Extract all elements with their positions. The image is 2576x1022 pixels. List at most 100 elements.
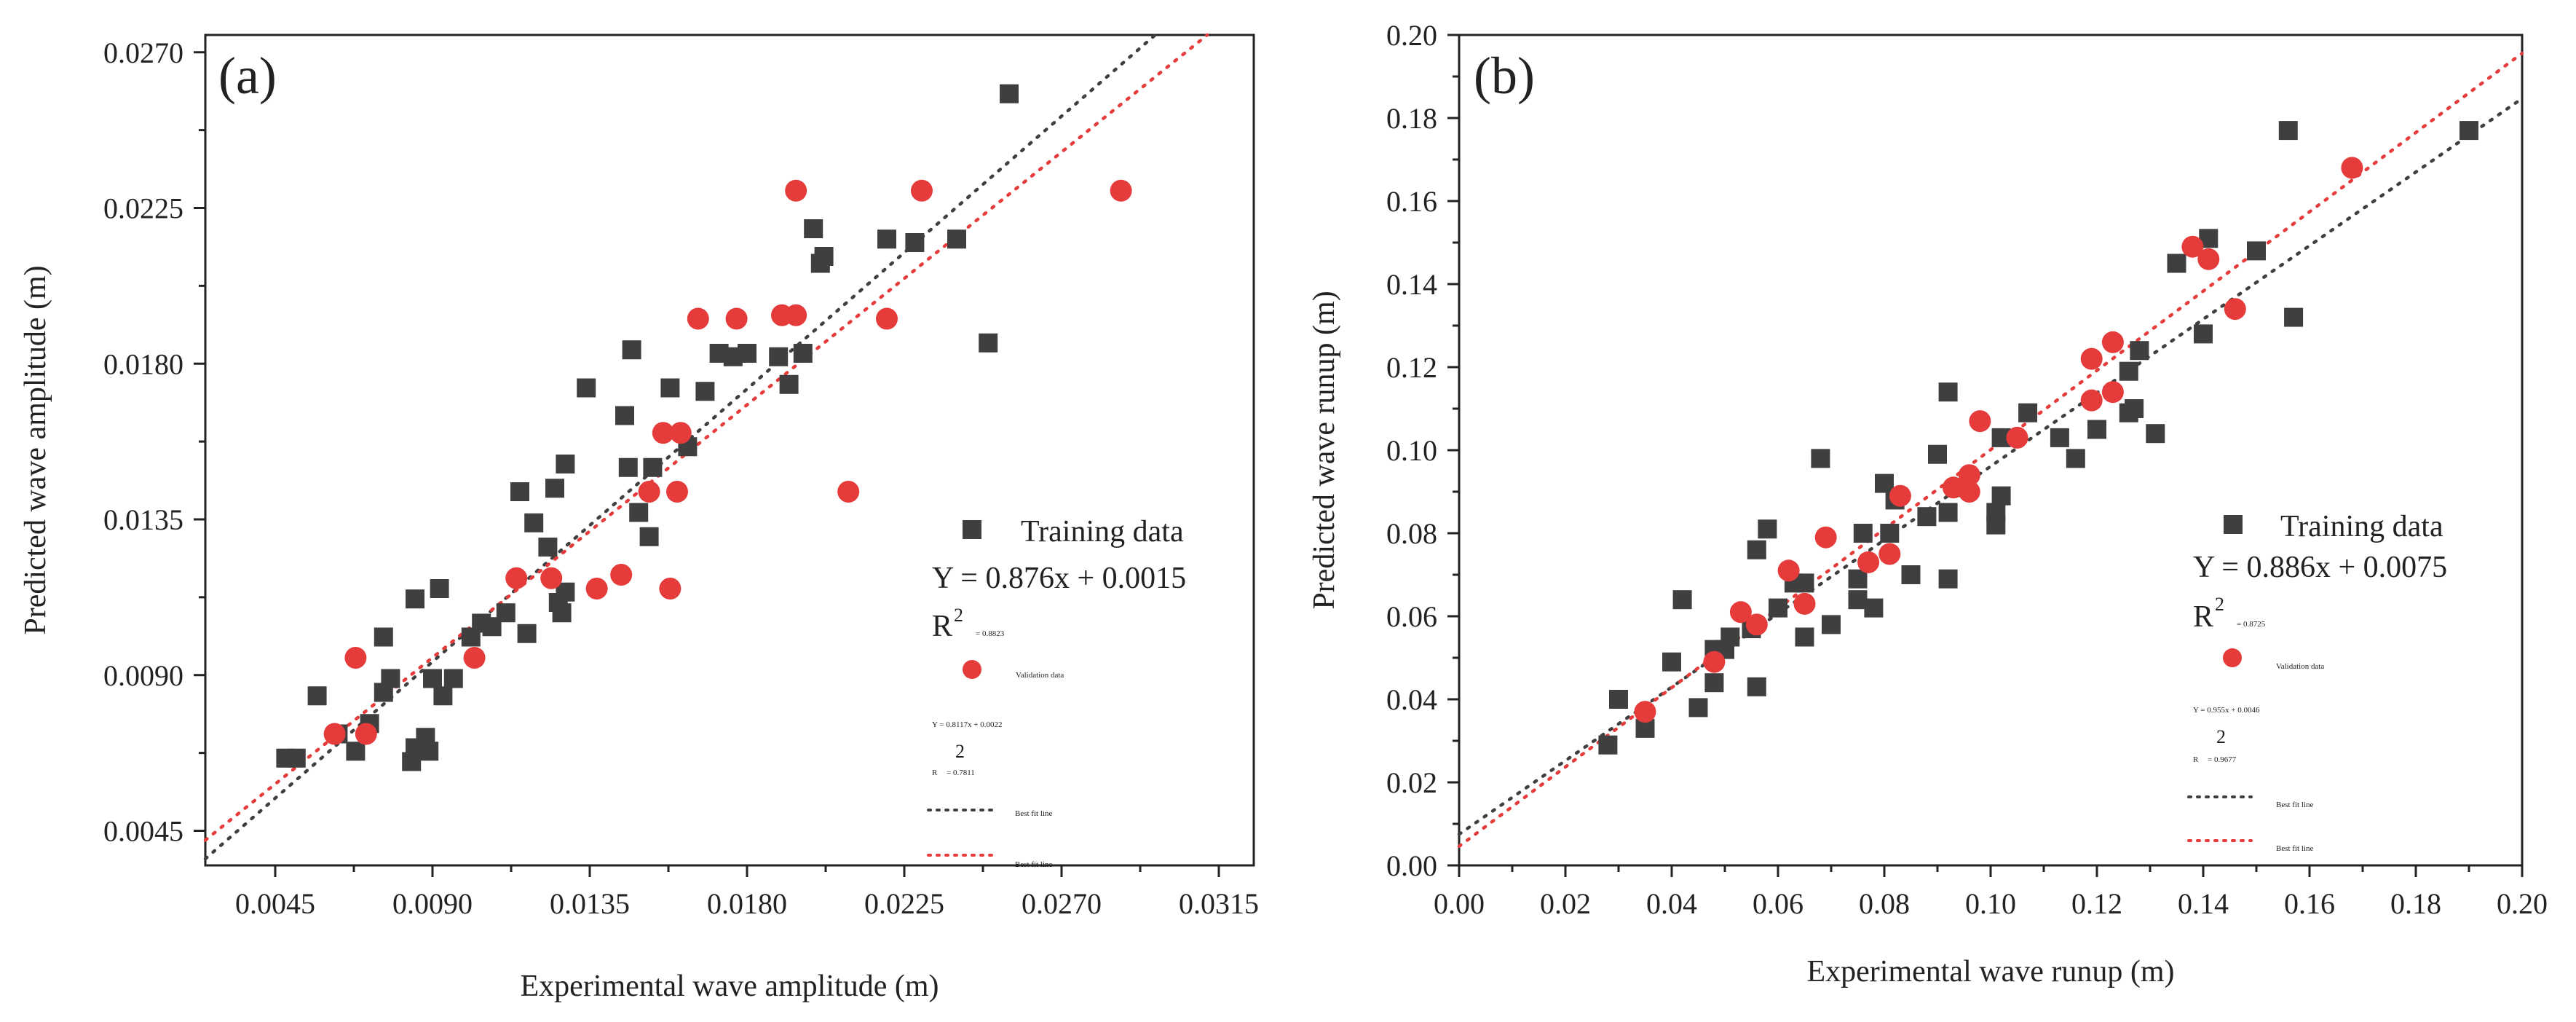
panel-b-y-tick-label: 0.14 <box>1386 268 1437 301</box>
panel-b-training-point <box>2284 307 2304 327</box>
panel-b-x-tick-label: 0.00 <box>1434 887 1485 920</box>
panel-a: 0.0045 0.0090 0.0135 0.0180 0.0225 0.0270 0.03… <box>19 33 1259 1003</box>
panel-b-training-point <box>1938 569 1958 589</box>
panel-b-training-point <box>1609 690 1628 709</box>
panel-b-legend-training-marker <box>2224 515 2243 534</box>
panel-b-validation-point <box>1857 551 1880 573</box>
panel-b-y-axis-label: Predicted wave runup (m) <box>1308 291 1341 609</box>
panel-a-legend-validation-r-value: = 0.7811 <box>947 769 975 777</box>
panel-a-legend-training-label: Training data <box>1021 515 1184 549</box>
panel-a-validation-point <box>666 481 688 503</box>
panel-b-training-point <box>1758 519 1777 539</box>
panel-a-training-point <box>307 686 327 706</box>
panel-b-x-ticks: 0.00 0.02 0.04 0.06 0.08 0.10 0.12 0.14 0.16 0.18… <box>1434 865 2548 920</box>
panel-b-legend-fit-label-1: Best fit line <box>2276 801 2313 809</box>
panel-b-validation-point <box>2006 426 2028 449</box>
panel-a-training-point <box>643 457 663 477</box>
panel-b-validation-point <box>1878 543 1901 565</box>
panel-a-training-point <box>629 503 649 522</box>
panel-a-x-tick-label: 0.0045 <box>235 887 315 920</box>
panel-b-y-tick-label: 0.06 <box>1386 600 1437 633</box>
panel-a-validation-point <box>610 564 633 586</box>
panel-a-legend-validation-r-exp: 2 <box>955 741 965 762</box>
panel-a-validation-point <box>585 578 608 600</box>
panel-a-x-tick-label: 0.0270 <box>1022 887 1102 920</box>
panel-a-fit-lines <box>203 33 1209 861</box>
panel-b-training-point <box>1917 507 1937 527</box>
panel-a-x-tick-label: 0.0135 <box>550 887 630 920</box>
panel-a-legend: Training data Y = 0.876x + 0.0015 R 2 = … <box>927 515 1186 869</box>
panel-a-training-point <box>433 686 453 706</box>
panel-a-validation-point <box>659 578 681 600</box>
panel-b-fit-line-training <box>1457 96 2524 836</box>
panel-b-training-point <box>2460 121 2478 141</box>
panel-a-training-point <box>905 233 925 252</box>
panel-b-training-point <box>1848 569 1868 589</box>
panel-b-training-point <box>1769 598 1787 618</box>
panel-b-training-point <box>2066 449 2085 468</box>
panel-a-validation-point <box>785 179 807 202</box>
panel-a-y-tick-label: 0.0270 <box>103 36 183 69</box>
panel-a-y-tick-label: 0.0225 <box>103 192 183 225</box>
panel-a-x-tick-label: 0.0225 <box>864 887 944 920</box>
panel-b-training-point <box>1853 524 1873 543</box>
panel-b-x-tick-label: 0.20 <box>2497 887 2548 920</box>
panel-b-legend-fit-label-2: Best fit line <box>2276 844 2313 853</box>
panel-b-legend-training-r-value: = 0.8725 <box>2237 620 2266 629</box>
panel-b-training-point <box>1822 615 1841 634</box>
panel-b-training-point <box>2087 420 2106 439</box>
panel-b-training-point <box>2278 121 2298 141</box>
panel-a-training-point <box>804 219 823 238</box>
panel-b-validation-point <box>1969 410 1991 433</box>
panel-a-training-point <box>430 579 449 598</box>
panel-b-training-point <box>1795 627 1814 647</box>
panel-a-validation-point <box>725 307 748 330</box>
panel-b-legend-training-equation: Y = 0.886x + 0.0075 <box>2193 551 2447 584</box>
panel-a-training-point <box>618 457 638 477</box>
panel-a-training-point <box>947 229 966 249</box>
panel-b-training-point <box>2018 403 2038 422</box>
panel-b-legend-validation-marker <box>2223 648 2242 667</box>
panel-b-training-point <box>2125 399 2144 418</box>
panel-a-points <box>276 84 1132 771</box>
panel-a-validation-point <box>687 307 709 330</box>
panel-b-validation-point <box>1634 701 1656 723</box>
panel-a-training-point <box>979 333 998 353</box>
panel-b-training-point <box>1991 486 2011 506</box>
panel-b-validation-point <box>1889 484 1911 507</box>
panel-a-legend-training-r-value: = 0.8823 <box>976 629 1005 638</box>
panel-b-validation-point <box>2080 347 2103 370</box>
panel-b-training-point <box>1875 473 1894 493</box>
panel-a-y-tick-label: 0.0045 <box>103 815 183 848</box>
panel-b-training-point <box>1720 627 1740 647</box>
panel-a-training-point <box>496 603 515 623</box>
panel-a-x-ticks: 0.0045 0.0090 0.0135 0.0180 0.0225 0.0270 0.03… <box>235 865 1259 920</box>
panel-b-x-tick-label: 0.04 <box>1646 887 1697 920</box>
panel-b-y-tick-label: 0.16 <box>1386 185 1437 218</box>
panel-b-training-point <box>1864 598 1884 618</box>
panel-b-validation-point <box>1814 526 1837 549</box>
panel-b-legend-validation-equation: Y = 0.955x + 0.0046 <box>2193 706 2260 715</box>
panel-a-training-point <box>419 742 439 761</box>
panel-b-validation-point <box>1793 592 1816 615</box>
panel-a-validation-point <box>652 422 674 444</box>
panel-b-legend-validation-r-exp: 2 <box>2216 726 2226 747</box>
panel-b-y-tick-label: 0.02 <box>1386 766 1437 799</box>
panel-b-y-tick-label: 0.18 <box>1386 102 1437 135</box>
panel-a-training-point <box>556 455 575 473</box>
panel-b-letter: (b) <box>1474 47 1535 105</box>
panel-b-y-tick-label: 0.20 <box>1386 19 1437 52</box>
panel-a-training-point <box>552 603 572 623</box>
panel-a-legend-training-r-exp: 2 <box>954 605 963 626</box>
panel-a-y-tick-label: 0.0090 <box>103 659 183 692</box>
panel-b-validation-point <box>1777 559 1800 582</box>
panel-b-validation-point <box>2341 157 2363 179</box>
panel-b-training-point <box>2247 241 2266 261</box>
panel-b-y-tick-label: 0.12 <box>1386 351 1437 384</box>
panel-a-y-tick-label: 0.0135 <box>103 503 183 536</box>
panel-a-x-axis-label: Experimental wave amplitude (m) <box>521 970 939 1003</box>
panel-b-training-point <box>1662 652 1681 672</box>
panel-a-training-point <box>346 742 366 761</box>
panel-b-validation-point <box>1703 650 1726 673</box>
panel-a-legend-validation-r-symbol: R <box>932 769 938 777</box>
